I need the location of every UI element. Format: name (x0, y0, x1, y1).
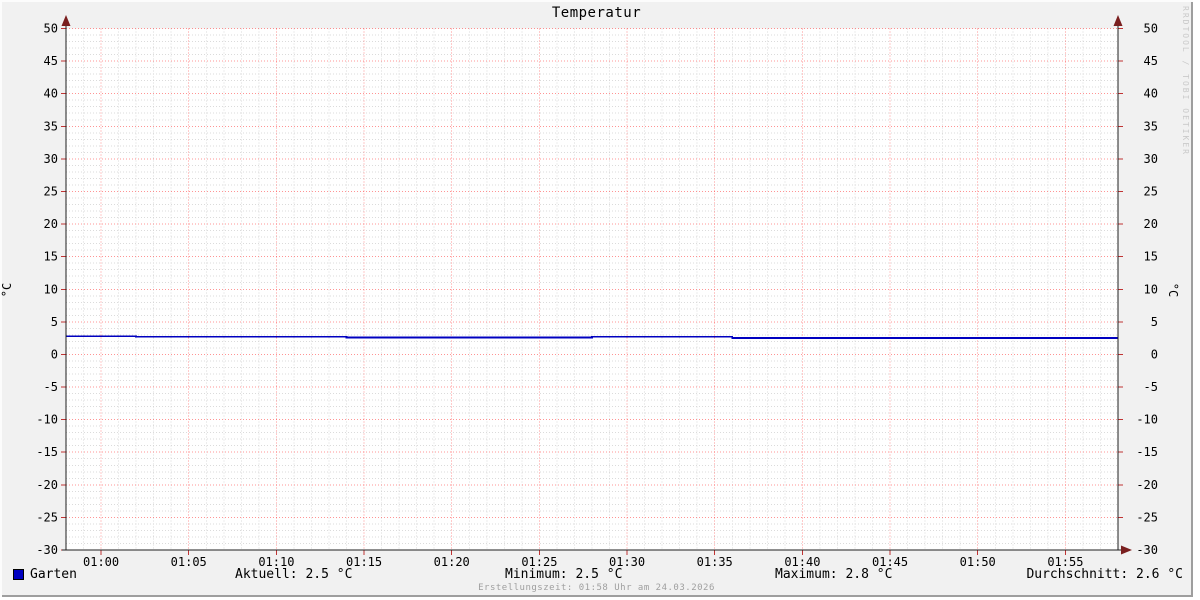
y-axis-unit-right: °C (1166, 282, 1180, 298)
axis-tick-labels: -30 -30 -25 -25 -20 -20 -15 -15 -10 -10 -5 -5 0 0 5 5 10… (36, 22, 1158, 570)
svg-text:-25: -25 (1136, 510, 1158, 524)
svg-text:0: 0 (1151, 347, 1158, 361)
svg-text:15: 15 (1144, 250, 1158, 264)
svg-text:01:40: 01:40 (784, 555, 820, 569)
stat-minimum: Minimum: 2.5 °C (505, 567, 623, 582)
svg-text:01:00: 01:00 (83, 555, 119, 569)
svg-text:-5: -5 (1144, 380, 1158, 394)
rrdtool-watermark: RRDTOOL / TOBI OETIKER (1181, 6, 1190, 156)
axis-arrows (61, 15, 1132, 555)
svg-text:25: 25 (1144, 184, 1158, 198)
axes (62, 20, 1124, 551)
svg-text:01:55: 01:55 (1047, 555, 1083, 569)
svg-text:35: 35 (1144, 119, 1158, 133)
svg-text:-30: -30 (36, 543, 58, 557)
chart-title: Temperatur (551, 5, 642, 21)
svg-text:35: 35 (44, 119, 58, 133)
svg-text:01:20: 01:20 (434, 555, 470, 569)
svg-text:01:45: 01:45 (872, 555, 908, 569)
svg-text:-20: -20 (36, 478, 58, 492)
svg-text:10: 10 (1144, 282, 1158, 296)
series-line (66, 335, 1118, 340)
svg-text:01:15: 01:15 (346, 555, 382, 569)
svg-text:40: 40 (1144, 87, 1158, 101)
stat-maximum: Maximum: 2.8 °C (775, 567, 893, 582)
svg-text:20: 20 (44, 217, 58, 231)
svg-text:-25: -25 (36, 510, 58, 524)
svg-text:45: 45 (1144, 54, 1158, 68)
svg-text:01:05: 01:05 (171, 555, 207, 569)
svg-text:40: 40 (44, 87, 58, 101)
plot-canvas (66, 28, 1118, 550)
svg-text:-10: -10 (1136, 413, 1158, 427)
svg-text:01:30: 01:30 (609, 555, 645, 569)
svg-text:25: 25 (44, 184, 58, 198)
svg-text:01:10: 01:10 (258, 555, 294, 569)
y-axis-unit-left: °C (0, 282, 14, 298)
svg-text:-10: -10 (36, 413, 58, 427)
svg-text:-15: -15 (36, 445, 58, 459)
svg-text:-5: -5 (44, 380, 58, 394)
svg-text:-20: -20 (1136, 478, 1158, 492)
svg-text:15: 15 (44, 250, 58, 264)
svg-text:5: 5 (1151, 315, 1158, 329)
svg-text:30: 30 (1144, 152, 1158, 166)
svg-text:30: 30 (44, 152, 58, 166)
svg-text:50: 50 (1144, 22, 1158, 36)
stat-aktuell: Aktuell: 2.5 °C (235, 567, 353, 582)
svg-text:01:25: 01:25 (521, 555, 557, 569)
svg-text:45: 45 (44, 54, 58, 68)
svg-text:01:50: 01:50 (960, 555, 996, 569)
svg-text:-30: -30 (1136, 543, 1158, 557)
svg-text:01:35: 01:35 (697, 555, 733, 569)
creation-time-footer: Erstellungszeit: 01:58 Uhr am 24.03.2026 (478, 583, 715, 593)
legend-row: Garten Aktuell: 2.5 °C Minimum: 2.5 °C M… (0, 566, 1193, 582)
series-color-swatch (13, 569, 24, 580)
series-label: Garten (30, 567, 77, 582)
svg-text:-15: -15 (1136, 445, 1158, 459)
svg-text:10: 10 (44, 282, 58, 296)
minor-grid (66, 28, 1118, 550)
stat-durchschnitt: Durchschnitt: 2.6 °C (1026, 567, 1183, 582)
svg-text:0: 0 (51, 347, 58, 361)
svg-text:50: 50 (44, 22, 58, 36)
svg-text:20: 20 (1144, 217, 1158, 231)
svg-text:5: 5 (51, 315, 58, 329)
